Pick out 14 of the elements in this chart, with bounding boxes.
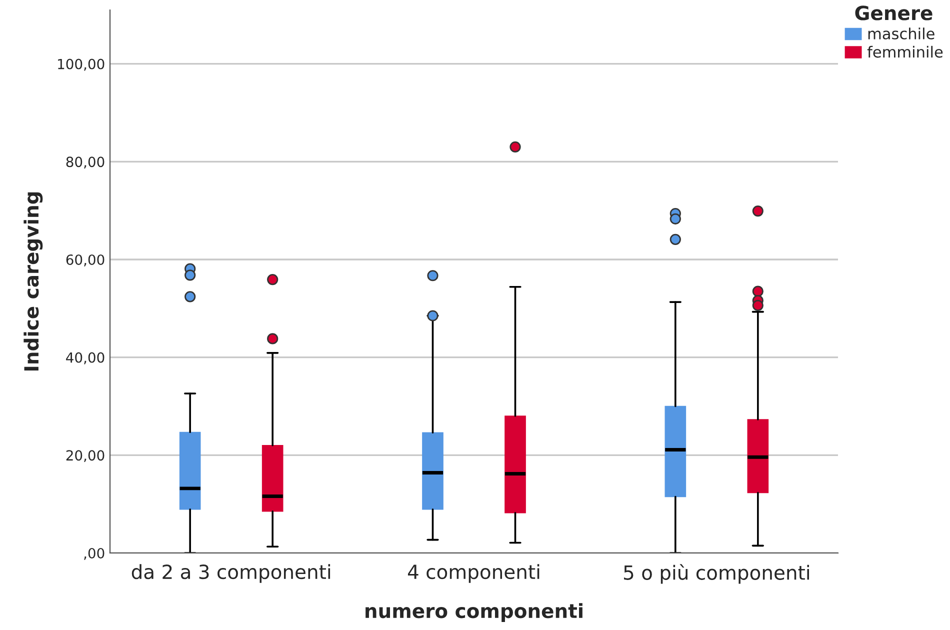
y-tick-label: 60,00 xyxy=(66,254,104,266)
x-tick-label: 4 componenti xyxy=(408,564,540,583)
x-axis-title: numero componenti xyxy=(366,603,582,622)
y-tick-label: 40,00 xyxy=(66,352,104,364)
y-tick-label: 100,00 xyxy=(58,58,104,71)
y-axis-title: Indice caregving xyxy=(24,192,43,371)
y-tick-label: ,00 xyxy=(84,548,104,560)
y-tick-label: 80,00 xyxy=(66,156,104,169)
x-tick-label: da 2 a 3 componenti xyxy=(132,564,330,583)
legend-title: Genere xyxy=(855,6,932,20)
y-tick-label: 20,00 xyxy=(66,450,104,462)
legend-label: femminile xyxy=(867,46,943,58)
x-tick-label: 5 o più componenti xyxy=(624,564,809,584)
legend-label: maschile xyxy=(868,28,934,40)
